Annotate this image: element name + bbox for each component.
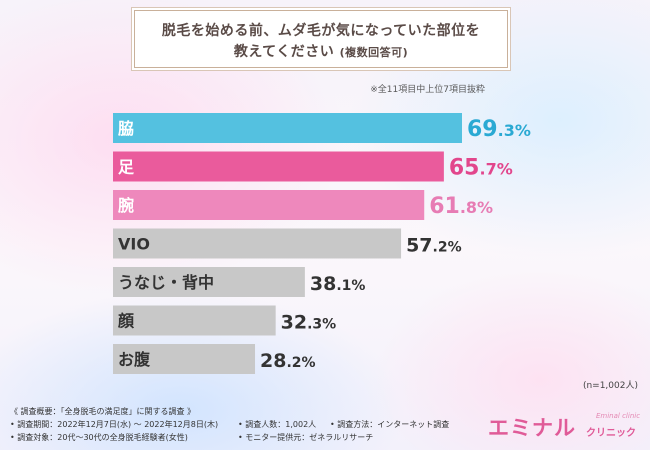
title-box: 脱毛を始める前、ムダ毛が気になっていた部位を 教えてください (複数回答可) xyxy=(134,10,508,68)
value-label: 61.8% xyxy=(429,194,493,219)
bar-group: 脇 69.3% xyxy=(113,113,531,143)
category-label: うなじ・背中 xyxy=(118,273,214,292)
item-note: ※全11項目中上位7項目抜粋 xyxy=(370,85,485,95)
title-line-2-main: 教えてください xyxy=(233,44,335,60)
bar xyxy=(113,305,276,336)
value-label: 57.2% xyxy=(406,235,462,257)
bar xyxy=(113,228,402,259)
value-label: 32.3% xyxy=(281,312,337,334)
survey-period: • 調査期間：2022年12月7日(水) 〜 2022年12月8日(木) xyxy=(10,420,219,429)
logo-main-text: エミナル xyxy=(488,416,576,440)
survey-overview: 《 調査概要：「全身脱毛の満足度」に関する調査 》 xyxy=(10,407,196,416)
category-label: VIO xyxy=(118,235,150,254)
bar xyxy=(113,344,256,374)
monitor-provider: • モニター提供元：ゼネラルリサーチ xyxy=(238,433,374,442)
logo-script-text: Eminal clinic xyxy=(596,412,641,420)
bar xyxy=(113,151,444,182)
category-label: お腹 xyxy=(118,350,151,369)
bar xyxy=(113,190,425,220)
category-label: 足 xyxy=(118,158,135,177)
category-label: 腕 xyxy=(118,196,134,215)
bar-group: お腹 28.2% xyxy=(113,344,316,374)
bar-group: VIO 57.2% xyxy=(113,228,462,259)
brand-logo: エミナル Eminal clinic クリニック xyxy=(488,410,648,444)
bar-group: 顔 32.3% xyxy=(113,305,337,336)
bar-group: 腕 61.8% xyxy=(113,190,493,220)
category-label: 顔 xyxy=(117,312,135,331)
category-label: 脇 xyxy=(118,119,134,138)
bar-group: 足 65.7% xyxy=(113,151,513,182)
survey-target: • 調査対象：20代〜30代の全身脱毛経験者(女性) xyxy=(10,433,188,442)
logo-sub-text: クリニック xyxy=(586,428,636,439)
bar xyxy=(113,113,462,143)
value-label: 28.2% xyxy=(260,350,316,372)
survey-method: • 調査方法：インターネット調査 xyxy=(330,420,450,429)
title-line-2: 教えてください (複数回答可) xyxy=(135,41,507,61)
title-note: (複数回答可) xyxy=(339,46,409,59)
sample-size: (n=1,002人) xyxy=(582,381,638,391)
survey-respondents: • 調査人数：1,002人 xyxy=(238,420,317,429)
value-label: 65.7% xyxy=(449,156,513,181)
bar-group: うなじ・背中 38.1% xyxy=(113,267,365,297)
bar xyxy=(113,267,305,297)
title-line-1: 脱毛を始める前、ムダ毛が気になっていた部位を xyxy=(161,23,481,39)
value-label: 69.3% xyxy=(467,117,531,142)
value-label: 38.1% xyxy=(310,273,366,295)
